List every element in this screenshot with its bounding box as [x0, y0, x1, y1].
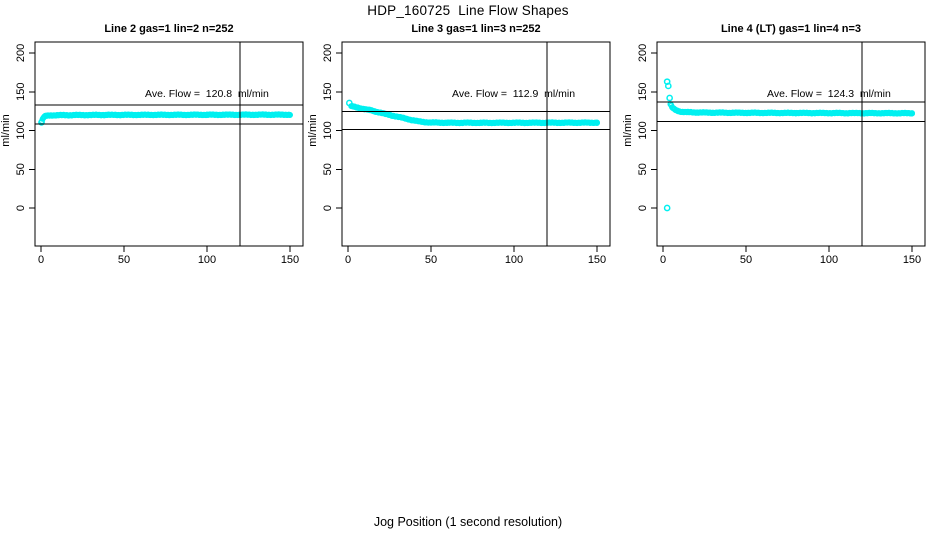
outlier-point: [666, 94, 673, 102]
y-tick-label: 150: [15, 83, 27, 101]
panel-title: Line 4 (LT) gas=1 lin=4 n=3: [720, 23, 862, 35]
x-tick-label: 0: [345, 254, 351, 266]
plot-box: [34, 41, 304, 247]
x-tick-label: 0: [660, 254, 666, 266]
y-tick-label: 0: [637, 205, 649, 211]
panel-line2: Line 2 gas=1 lin=2 n=252 Ave. Flow = 120…: [0, 0, 309, 300]
x-tick-label: 100: [820, 254, 838, 266]
y-tick-label: 100: [637, 121, 649, 139]
y-tick-label: 0: [322, 205, 334, 211]
main-title: HDP_160725 Line Flow Shapes: [367, 3, 569, 18]
y-axis-title: ml/min: [307, 114, 319, 146]
y-tick-label: 200: [15, 44, 27, 62]
y-tick-label: 100: [322, 121, 334, 139]
outlier-point: [345, 99, 353, 107]
plot-svg-line4: 0 50 100 150 0 50 100 150 200 ml/min: [622, 41, 926, 266]
x-tick-label: 50: [740, 254, 752, 266]
plot-box: [341, 41, 611, 247]
y-tick-label: 50: [322, 163, 334, 175]
ave-flow-annotation: Ave. Flow = 124.3 ml/min: [767, 88, 891, 100]
ave-flow-annotation: Ave. Flow = 120.8 ml/min: [145, 88, 269, 100]
x-tick-label: 150: [903, 254, 921, 266]
panel-line4: Line 4 (LT) gas=1 lin=4 n=3 Ave. Flow = …: [621, 0, 931, 300]
x-tick-label: 150: [281, 254, 299, 266]
data-point: [287, 111, 294, 118]
y-axis-title: ml/min: [622, 114, 634, 146]
data-point: [909, 110, 916, 117]
panel-title: Line 3 gas=1 lin=3 n=252: [411, 23, 541, 35]
y-tick-label: 150: [637, 83, 649, 101]
outlier-point: [38, 119, 45, 126]
y-axis-title: ml/min: [0, 114, 12, 146]
plot-box: [656, 41, 926, 247]
y-tick-label: 150: [322, 83, 334, 101]
x-tick-label: 50: [118, 254, 130, 266]
y-tick-label: 0: [15, 205, 27, 211]
y-tick-label: 50: [637, 163, 649, 175]
ave-flow-annotation: Ave. Flow = 112.9 ml/min: [452, 88, 576, 100]
y-tick-label: 50: [15, 163, 27, 175]
x-tick-label: 0: [38, 254, 44, 266]
y-tick-label: 200: [637, 44, 649, 62]
panel-line3: Line 3 gas=1 lin=3 n=252 Ave. Flow = 112…: [306, 0, 616, 300]
y-tick-label: 100: [15, 121, 27, 139]
x-tick-label: 100: [505, 254, 523, 266]
x-tick-label: 50: [425, 254, 437, 266]
x-axis-label: Jog Position (1 second resolution): [373, 515, 563, 529]
plot-svg-line2: 0 50 100 150 0 50 100 150 200 ml/min: [0, 41, 304, 266]
x-tick-label: 100: [198, 254, 216, 266]
data-point: [594, 119, 601, 126]
plot-svg-line3: 0 50 100 150 0 50 100 150 200 ml/min: [307, 41, 611, 266]
y-tick-label: 200: [322, 44, 334, 62]
x-tick-label: 150: [588, 254, 606, 266]
outlier-point: [664, 82, 672, 90]
panel-title: Line 2 gas=1 lin=2 n=252: [104, 23, 234, 35]
outlier-point: [663, 204, 671, 212]
